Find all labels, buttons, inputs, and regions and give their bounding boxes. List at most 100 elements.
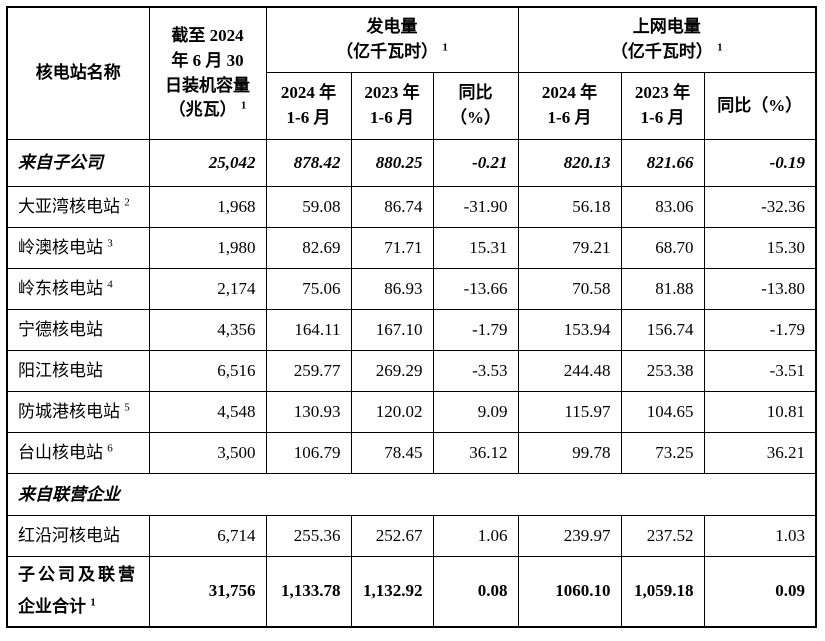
table-row: 台山核电站 6 3,500 106.79 78.45 36.12 99.78 73.25 36… [6, 432, 817, 474]
value-cell: 244.48 [517, 350, 622, 392]
plant-name-cell: 来自联营企业 [6, 473, 817, 516]
value-cell: 878.42 [265, 139, 352, 187]
col-group-generation: 发电量 （亿千瓦时） 1 [265, 6, 519, 73]
col-header-gen-2024: 2024 年 1-6 月 [265, 72, 352, 140]
value-cell: 86.74 [350, 186, 434, 228]
col-header-capacity: 截至 2024 年 6 月 30 日装机容量 （兆瓦） 1 [148, 6, 267, 140]
value-cell: 0.09 [703, 555, 817, 628]
value-cell: 6,516 [148, 350, 267, 392]
value-cell: 10.81 [703, 391, 817, 433]
plant-name-cell: 来自子公司 [6, 139, 150, 187]
footnote-ref: 4 [107, 278, 113, 291]
gen-2023-label: 2023 年 1-6 月 [364, 83, 420, 127]
value-cell: 59.08 [265, 186, 352, 228]
value-cell: -13.66 [432, 268, 519, 310]
value-cell: 156.74 [620, 309, 705, 351]
value-cell: 1,980 [148, 227, 267, 269]
plant-name-cell: 大亚湾核电站 2 [6, 186, 150, 228]
total-row: 子公司及联营 企业合计 1 31,756 1,133.78 1,132.92 0.08 1… [6, 555, 817, 628]
value-cell: 115.97 [517, 391, 622, 433]
table-row: 岭澳核电站 3 1,980 82.69 71.71 15.31 79.21 68.70 15.… [6, 227, 817, 269]
nuclear-plant-table: 核电站名称 截至 2024 年 6 月 30 日装机容量 （兆瓦） 1 发电量 … [6, 6, 818, 628]
value-cell: 820.13 [517, 139, 622, 187]
value-cell: 9.09 [432, 391, 519, 433]
value-cell: 104.65 [620, 391, 705, 433]
value-cell: 821.66 [620, 139, 705, 187]
plant-name-cell: 宁德核电站 [6, 309, 150, 351]
table-body: 来自子公司 25,042 878.42 880.25 -0.21 820.13 821.66… [6, 139, 817, 628]
grid-2023-label: 2023 年 1-6 月 [634, 83, 691, 127]
value-cell: 153.94 [517, 309, 622, 351]
value-cell: 99.78 [517, 432, 622, 474]
table-row: 宁德核电站 4,356 164.11 167.10 -1.79 153.94 156.74-… [6, 309, 817, 351]
value-cell: -0.21 [432, 139, 519, 187]
col-header-grid-2023: 2023 年 1-6 月 [620, 72, 705, 140]
table-row: 红沿河核电站 6,714 255.36 252.67 1.06 239.97 237.52 1… [6, 515, 817, 557]
value-cell: 239.97 [517, 515, 622, 557]
footnote-ref: 1 [442, 41, 448, 54]
value-cell: 79.21 [517, 227, 622, 269]
value-cell: 3,500 [148, 432, 267, 474]
col-header-gen-2023: 2023 年 1-6 月 [350, 72, 434, 140]
grid-2024-label: 2024 年 1-6 月 [541, 83, 598, 127]
value-cell: 36.12 [432, 432, 519, 474]
table-row: 防城港核电站 5 4,548 130.93 120.02 9.09 115.97 104.6… [6, 391, 817, 433]
plant-name-cell: 岭东核电站 4 [6, 268, 150, 310]
value-cell: 269.29 [350, 350, 434, 392]
value-cell: 83.06 [620, 186, 705, 228]
gen-yoy-label: 同比 （%） [450, 83, 501, 127]
value-cell: 78.45 [350, 432, 434, 474]
value-cell: 36.21 [703, 432, 817, 474]
footnote-ref: 1 [90, 596, 96, 609]
value-cell: 130.93 [265, 391, 352, 433]
value-cell: 237.52 [620, 515, 705, 557]
ongrid-group-text: 上网电量 （亿千瓦时） [610, 17, 713, 61]
value-cell: 82.69 [265, 227, 352, 269]
plant-name-cell: 阳江核电站 [6, 350, 150, 392]
value-cell: 1,059.18 [620, 555, 705, 628]
plant-name-header-text: 核电站名称 [35, 63, 121, 83]
table-header: 核电站名称 截至 2024 年 6 月 30 日装机容量 （兆瓦） 1 发电量 … [6, 6, 817, 140]
value-cell: 255.36 [265, 515, 352, 557]
plant-name-cell: 岭澳核电站 3 [6, 227, 150, 269]
value-cell: -1.79 [432, 309, 519, 351]
value-cell: 164.11 [265, 309, 352, 351]
value-cell: 1060.10 [517, 555, 622, 628]
value-cell: 1,133.78 [265, 555, 352, 628]
value-cell: 1,968 [148, 186, 267, 228]
value-cell: 167.10 [350, 309, 434, 351]
value-cell: 70.58 [517, 268, 622, 310]
value-cell: 880.25 [350, 139, 434, 187]
grid-yoy-label: 同比（%） [717, 95, 803, 115]
value-cell: 1.03 [703, 515, 817, 557]
footnote-ref: 2 [124, 196, 130, 209]
footnote-ref: 5 [124, 401, 130, 414]
plant-name-cell: 台山核电站 6 [6, 432, 150, 474]
value-cell: 120.02 [350, 391, 434, 433]
value-cell: 68.70 [620, 227, 705, 269]
value-cell: 259.77 [265, 350, 352, 392]
subtotal-row: 来自子公司 25,042 878.42 880.25 -0.21 820.13 821.66… [6, 139, 817, 187]
value-cell: 15.30 [703, 227, 817, 269]
generation-group-text: 发电量 （亿千瓦时） [336, 17, 439, 61]
value-cell: -31.90 [432, 186, 519, 228]
gen-2024-label: 2024 年 1-6 月 [280, 83, 337, 127]
value-cell: 81.88 [620, 268, 705, 310]
value-cell: 1,132.92 [350, 555, 434, 628]
plant-name-cell: 子公司及联营 企业合计 1 [6, 555, 150, 628]
plant-name-cell: 红沿河核电站 [6, 515, 150, 557]
value-cell: 4,548 [148, 391, 267, 433]
value-cell: 75.06 [265, 268, 352, 310]
value-cell: 71.71 [350, 227, 434, 269]
footnote-ref: 1 [717, 41, 723, 54]
value-cell: 15.31 [432, 227, 519, 269]
value-cell: 1.06 [432, 515, 519, 557]
value-cell: 4,356 [148, 309, 267, 351]
col-group-ongrid: 上网电量 （亿千瓦时） 1 [517, 6, 817, 73]
table-row: 阳江核电站 6,516 259.77 269.29 -3.53 244.48 253.38-… [6, 350, 817, 392]
col-header-plant-name: 核电站名称 [6, 6, 150, 140]
header-group-row: 核电站名称 截至 2024 年 6 月 30 日装机容量 （兆瓦） 1 发电量 … [6, 6, 817, 140]
value-cell: 31,756 [148, 555, 267, 628]
value-cell: -3.53 [432, 350, 519, 392]
